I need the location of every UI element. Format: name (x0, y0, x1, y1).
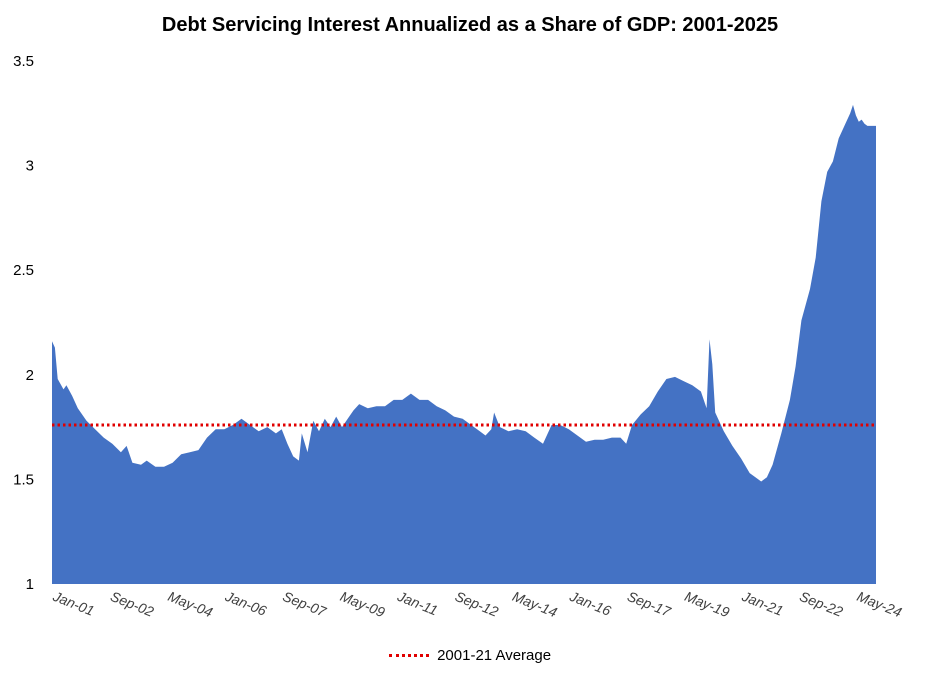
x-tick-label: Sep-02 (108, 588, 156, 620)
y-tick-label: 2.5 (13, 262, 34, 279)
x-tick-label: May-09 (338, 588, 387, 620)
x-tick-label: May-19 (683, 588, 732, 620)
y-tick-label: 2 (26, 367, 34, 384)
legend-average-label: 2001-21 Average (437, 647, 552, 664)
x-tick-label: Jan-16 (567, 588, 614, 619)
y-tick-label: 1 (26, 576, 34, 593)
y-tick-label: 1.5 (13, 471, 34, 488)
x-tick-label: Jan-01 (50, 588, 97, 619)
x-tick-label: Sep-12 (453, 588, 501, 620)
y-tick-label: 3 (26, 158, 34, 175)
chart-legend: 2001-21 Average (0, 647, 940, 664)
x-tick-label: Jan-06 (222, 588, 269, 619)
x-tick-label: Jan-11 (394, 588, 440, 619)
x-tick-label: May-04 (166, 588, 215, 620)
x-tick-label: Sep-17 (625, 588, 674, 620)
x-tick-label: Sep-07 (281, 588, 330, 620)
x-tick-label: May-24 (855, 588, 904, 620)
legend-average-swatch (388, 653, 429, 657)
x-tick-label: Jan-21 (739, 588, 786, 619)
series-area-0 (52, 104, 876, 585)
chart-title: Debt Servicing Interest Annualized as a … (161, 14, 779, 36)
y-tick-label: 3.5 (13, 53, 34, 70)
x-tick-label: Sep-22 (797, 588, 845, 620)
x-tick-label: May-14 (510, 588, 559, 620)
